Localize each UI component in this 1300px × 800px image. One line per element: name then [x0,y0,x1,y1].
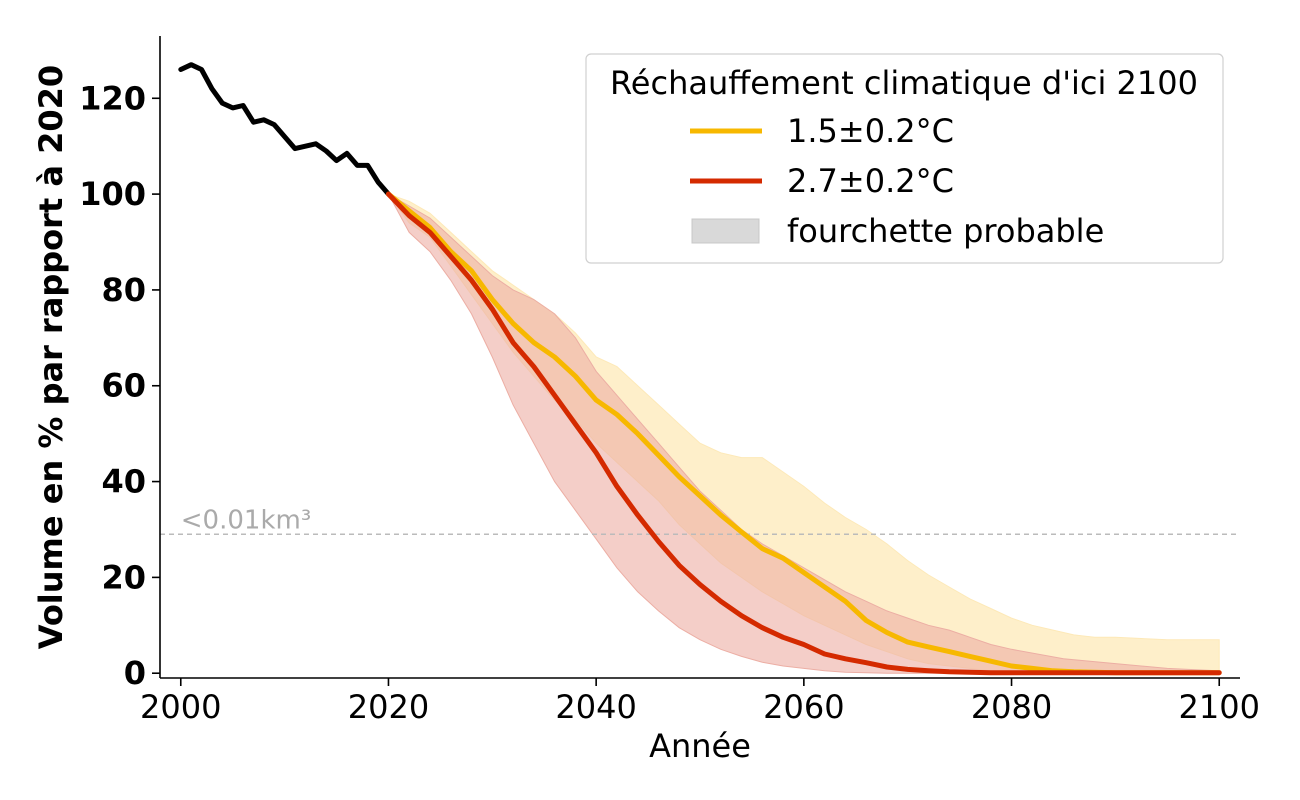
x-tick-label: 2100 [1179,688,1260,726]
y-axis-label: Volume en % par rapport à 2020 [32,65,70,649]
legend: Réchauffement climatique d'ici 2100 1.5±… [585,53,1224,264]
y-tick-label: 100 [79,175,146,213]
legend-title: Réchauffement climatique d'ici 2100 [610,64,1198,102]
legend-label-1-5c: 1.5±0.2°C [787,112,954,150]
legend-box [585,53,1224,264]
historical-line [178,62,391,197]
legend-label-2-7c: 2.7±0.2°C [787,162,954,200]
x-tick-label: 2060 [763,688,844,726]
x-tick-label: 2000 [140,688,221,726]
x-tick-label: 2040 [555,688,636,726]
series-line-2-7c [386,191,1222,676]
legend-label-likely-range: fourchette probable [787,212,1104,250]
y-tick-label: 120 [79,79,146,117]
y-tick-label: 60 [101,367,146,405]
series-lines [178,62,1222,676]
likely-range-bands [387,192,1220,674]
x-tick-label: 2020 [348,688,429,726]
x-axis-label: Année [649,727,751,765]
y-tick-label: 20 [101,558,146,596]
series-line-1-5c [386,191,1222,676]
x-tick-label: 2080 [971,688,1052,726]
y-tick-label: 0 [124,654,146,692]
legend-swatch-likely-range [691,218,760,244]
likely-range-band-2-7c [387,192,1220,674]
y-tick-label: 80 [101,271,146,309]
reference-line-label: <0.01km³ [181,505,311,535]
y-tick-label: 40 [101,463,146,501]
